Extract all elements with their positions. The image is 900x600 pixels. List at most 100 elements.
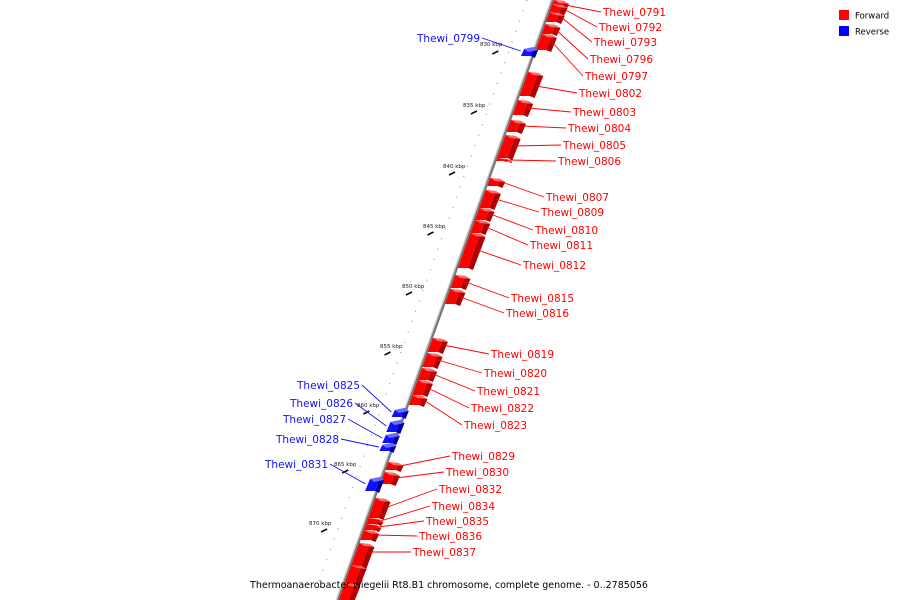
gene-leader-line: [443, 344, 490, 355]
gene-label[interactable]: Thewi_0810: [534, 225, 598, 237]
gene-leader-line: [465, 281, 510, 299]
forward-gene-glyph: [380, 472, 400, 486]
gene-label[interactable]: Thewi_0826: [289, 398, 353, 410]
gene-label[interactable]: Thewi_0803: [572, 107, 636, 119]
gene-label[interactable]: Thewi_0792: [598, 22, 662, 34]
legend-label-reverse: Reverse: [855, 28, 889, 38]
legend-label-forward: Forward: [855, 12, 889, 22]
chromosome-axis: [336, 0, 555, 600]
gene-label[interactable]: Thewi_0837: [412, 547, 476, 559]
gene-label[interactable]: Thewi_0822: [470, 403, 534, 415]
forward-gene-glyph: [412, 380, 433, 397]
tick-layer: 830 kbp 835 kbp 840 kbp 845 kbp 850 kbp 855 k…: [309, 0, 528, 585]
gene-leader-line: [514, 144, 562, 147]
gene-label[interactable]: Thewi_0797: [584, 71, 648, 83]
forward-gene-glyph: [506, 120, 526, 134]
gene-label[interactable]: Thewi_0804: [567, 123, 631, 135]
gene-label[interactable]: Thewi_0827: [282, 414, 346, 426]
gene-leader-line: [395, 471, 445, 479]
gene-label[interactable]: Thewi_0829: [451, 451, 515, 463]
gene-label[interactable]: Thewi_0796: [589, 54, 653, 66]
gene-label[interactable]: Thewi_0811: [529, 240, 593, 252]
tick-label: 845 kbp: [423, 224, 446, 230]
major-tick-mark: [363, 410, 370, 415]
forward-gene-glyph: [364, 524, 382, 532]
gene-leader-line: [563, 8, 598, 28]
forward-gene-glyph: [368, 498, 391, 520]
gene-leader-line: [380, 505, 431, 522]
gene-leader-line: [536, 85, 578, 94]
major-tick-mark: [384, 351, 391, 356]
gene-leader-line: [477, 249, 522, 266]
gene-label[interactable]: Thewi_0836: [418, 531, 482, 543]
reverse-gene-glyph: [379, 443, 397, 453]
major-tick-mark: [427, 231, 434, 236]
gene-label[interactable]: Thewi_0809: [540, 207, 604, 219]
gene-label[interactable]: Thewi_0816: [505, 308, 569, 320]
gene-leader-line: [354, 402, 387, 427]
gene-label[interactable]: Thewi_0825: [296, 380, 360, 392]
gene-leader-line: [432, 373, 476, 392]
major-tick-mark: [341, 469, 349, 474]
gene-label[interactable]: Thewi_0831: [264, 459, 328, 471]
gene-label[interactable]: Thewi_0807: [545, 192, 609, 204]
map-caption: Thermoanaerobacter wiegelii Rt8.B1 chrom…: [249, 580, 648, 591]
forward-gene-glyph: [417, 368, 438, 382]
forward-gene-glyph: [457, 233, 486, 270]
gene-layer: [339, 0, 569, 600]
gene-leader-line: [340, 438, 379, 448]
gene-label[interactable]: Thewi_0806: [557, 156, 621, 168]
gene-leader-line: [495, 198, 540, 213]
gene-leader-line: [347, 418, 383, 439]
tick-label: 870 kbp: [309, 521, 332, 527]
forward-gene-glyph: [475, 208, 495, 222]
gene-label[interactable]: Thewi_0819: [490, 349, 554, 361]
gene-leader-line: [329, 463, 366, 485]
gene-label[interactable]: Thewi_0791: [602, 7, 666, 19]
gene-label[interactable]: Thewi_0812: [522, 260, 586, 272]
major-tick-mark: [492, 50, 499, 55]
forward-gene-glyph: [548, 4, 568, 16]
gene-label[interactable]: Thewi_0834: [431, 501, 495, 513]
gene-label[interactable]: Thewi_0802: [578, 88, 642, 100]
gene-label[interactable]: Thewi_0823: [463, 420, 527, 432]
gene-leader-line: [485, 226, 529, 246]
forward-gene-glyph: [495, 158, 513, 163]
gene-label[interactable]: Thewi_0832: [438, 484, 502, 496]
legend-swatch-forward: [839, 10, 849, 20]
forward-gene-glyph: [422, 353, 443, 369]
major-tick-mark: [470, 110, 478, 115]
gene-leader-line: [555, 29, 589, 60]
gene-label[interactable]: Thewi_0815: [510, 293, 574, 305]
forward-gene-glyph: [479, 190, 501, 210]
gene-label[interactable]: Thewi_0820: [483, 368, 547, 380]
forward-gene-glyph: [470, 220, 491, 235]
forward-gene-glyph: [445, 289, 466, 306]
gene-label[interactable]: Thewi_0828: [275, 434, 339, 446]
reverse-gene-glyph: [382, 433, 400, 445]
gene-label[interactable]: Thewi_0835: [425, 516, 489, 528]
forward-gene-glyph: [385, 462, 404, 472]
forward-gene-glyph: [427, 338, 448, 354]
tick-label: 850 kbp: [402, 284, 425, 290]
forward-gene-glyph: [536, 34, 557, 52]
gene-leader-line: [528, 107, 572, 113]
gene-leader-line: [378, 520, 425, 528]
gene-label[interactable]: Thewi_0805: [562, 140, 626, 152]
gene-label[interactable]: Thewi_0793: [593, 37, 657, 49]
forward-gene-glyph: [512, 100, 534, 117]
tick-label: 855 kbp: [380, 344, 403, 350]
gene-leader-line: [427, 387, 470, 409]
tick-label: 835 kbp: [463, 103, 486, 109]
gene-leader-line: [565, 4, 602, 13]
major-tick-mark: [320, 528, 328, 533]
forward-gene-glyph: [346, 565, 367, 582]
gene-label[interactable]: Thewi_0821: [476, 386, 540, 398]
gene-leader-line: [361, 384, 392, 413]
gene-label[interactable]: Thewi_0830: [445, 467, 509, 479]
legend-swatch-reverse: [839, 26, 849, 36]
forward-gene-glyph: [487, 178, 506, 188]
gene-label[interactable]: Thewi_0799: [416, 33, 480, 45]
